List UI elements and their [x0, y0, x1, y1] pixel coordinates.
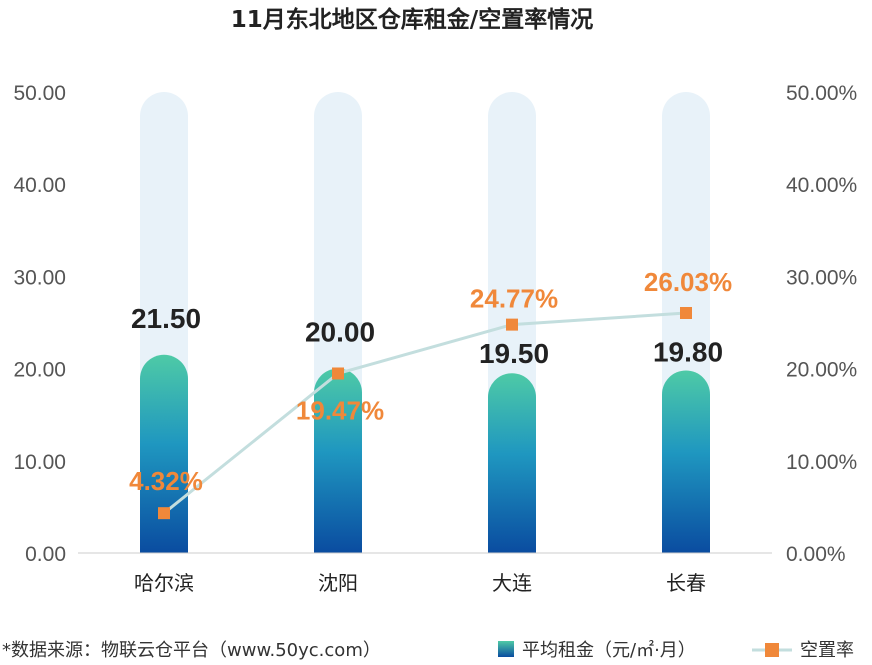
- bar-value-labels: 21.50 20.00 19.50 19.80: [131, 303, 723, 369]
- line-value-label: 26.03%: [644, 267, 732, 297]
- background-bars: [140, 92, 710, 553]
- category-label: 沈阳: [318, 571, 358, 595]
- left-tick-label: 20.00: [13, 359, 66, 382]
- left-tick-label: 30.00: [13, 266, 66, 289]
- category-label: 长春: [666, 571, 706, 595]
- category-label: 哈尔滨: [134, 571, 194, 595]
- left-tick-label: 0.00: [25, 543, 66, 566]
- line-value-labels: 4.32% 19.47% 24.77% 26.03%: [129, 267, 732, 496]
- category-labels: 哈尔滨 沈阳 大连 长春: [134, 571, 706, 595]
- left-tick-label: 50.00: [13, 82, 66, 105]
- rent-bar: [488, 373, 536, 553]
- chart-title: 11月东北地区仓库租金/空置率情况: [231, 6, 593, 33]
- legend-bar-label: 平均租金（元/㎡·月）: [522, 639, 696, 661]
- line-value-label: 4.32%: [129, 466, 203, 496]
- vacancy-marker: [158, 507, 170, 520]
- rent-bar: [314, 368, 362, 553]
- rent-bar: [140, 354, 188, 553]
- right-tick-label: 10.00%: [786, 451, 857, 474]
- legend: 平均租金（元/㎡·月） 空置率: [498, 639, 854, 661]
- vacancy-marker: [680, 307, 692, 320]
- right-axis-ticks: 0.00% 10.00% 20.00% 30.00% 40.00% 50.00%: [786, 82, 857, 566]
- vacancy-marker: [506, 318, 518, 331]
- line-value-label: 19.47%: [296, 395, 384, 425]
- left-axis-ticks: 0.00 10.00 20.00 30.00 40.00 50.00: [13, 82, 66, 566]
- right-tick-label: 20.00%: [786, 359, 857, 382]
- bar-value-label: 19.80: [653, 336, 723, 367]
- bar-value-label: 20.00: [305, 317, 375, 348]
- legend-bar-swatch: [498, 641, 514, 657]
- vacancy-line-group: [158, 307, 692, 520]
- rent-bar: [662, 370, 710, 553]
- bar-value-label: 21.50: [131, 303, 201, 334]
- left-tick-label: 10.00: [13, 451, 66, 474]
- right-tick-label: 40.00%: [786, 174, 857, 197]
- right-tick-label: 30.00%: [786, 266, 857, 289]
- legend-line-label: 空置率: [800, 640, 854, 661]
- category-label: 大连: [492, 571, 532, 595]
- rent-bars: [140, 354, 710, 553]
- bar-value-label: 19.50: [479, 338, 549, 369]
- left-tick-label: 40.00: [13, 174, 66, 197]
- data-source-note: *数据来源：物联云仓平台（www.50yc.com）: [2, 640, 381, 661]
- legend-line-marker: [765, 643, 779, 657]
- line-value-label: 24.77%: [470, 284, 558, 314]
- right-tick-label: 50.00%: [786, 82, 857, 105]
- right-tick-label: 0.00%: [786, 543, 846, 566]
- vacancy-line: [163, 311, 687, 515]
- vacancy-marker: [332, 367, 344, 380]
